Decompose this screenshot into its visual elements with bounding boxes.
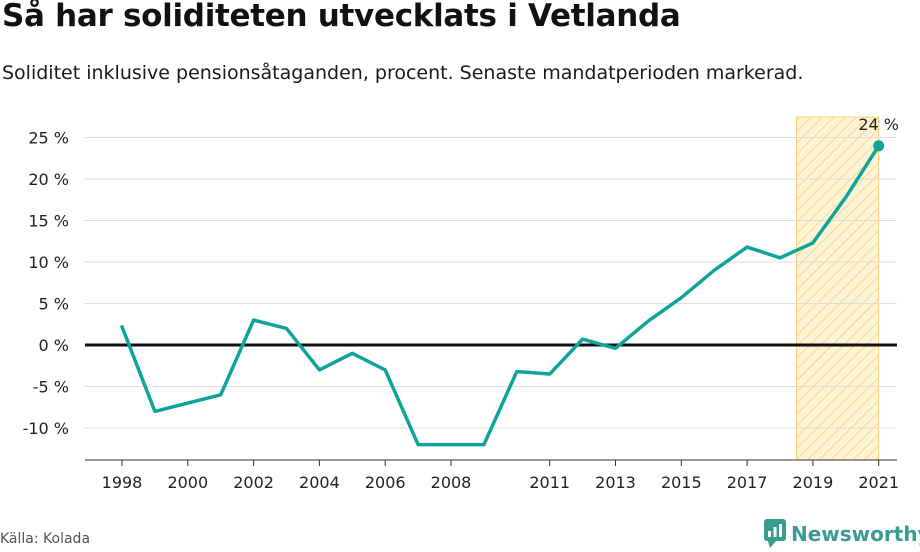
end-value-label: 24 % bbox=[858, 115, 899, 134]
x-tick-label: 2021 bbox=[858, 473, 899, 492]
x-tick-label: 2013 bbox=[595, 473, 636, 492]
y-tick-label: 10 % bbox=[28, 253, 69, 272]
x-tick-label: 2000 bbox=[167, 473, 208, 492]
y-tick-label: 25 % bbox=[28, 129, 69, 148]
newsworthy-logo: Newsworthy bbox=[764, 519, 920, 549]
chart-title: Så har soliditeten utvecklats i Vetlanda bbox=[2, 0, 681, 34]
x-tick-label: 2019 bbox=[793, 473, 834, 492]
x-tick-label: 2006 bbox=[365, 473, 406, 492]
x-tick-label: 2017 bbox=[727, 473, 768, 492]
x-tick-label: 2011 bbox=[529, 473, 570, 492]
newsworthy-icon bbox=[764, 519, 786, 548]
y-tick-label: 5 % bbox=[39, 295, 69, 314]
x-tick-label: 2015 bbox=[661, 473, 702, 492]
y-tick-label: -10 % bbox=[23, 419, 69, 438]
source-note: Källa: Kolada bbox=[0, 531, 91, 547]
brand-name: Newsworthy bbox=[791, 522, 920, 546]
y-tick-label: 20 % bbox=[28, 170, 69, 189]
chart-subtitle: Soliditet inklusive pensionsåtaganden, p… bbox=[2, 62, 804, 84]
y-tick-label: -5 % bbox=[33, 378, 69, 397]
y-tick-label: 0 % bbox=[39, 336, 69, 355]
x-tick-label: 2008 bbox=[431, 473, 472, 492]
x-tick-label: 1998 bbox=[102, 473, 143, 492]
x-tick-label: 2004 bbox=[299, 473, 340, 492]
y-tick-label: 15 % bbox=[28, 212, 69, 231]
x-tick-label: 2002 bbox=[233, 473, 274, 492]
series-line bbox=[120, 144, 881, 447]
end-point-marker bbox=[873, 140, 885, 152]
mandate-period-highlight bbox=[795, 116, 880, 461]
